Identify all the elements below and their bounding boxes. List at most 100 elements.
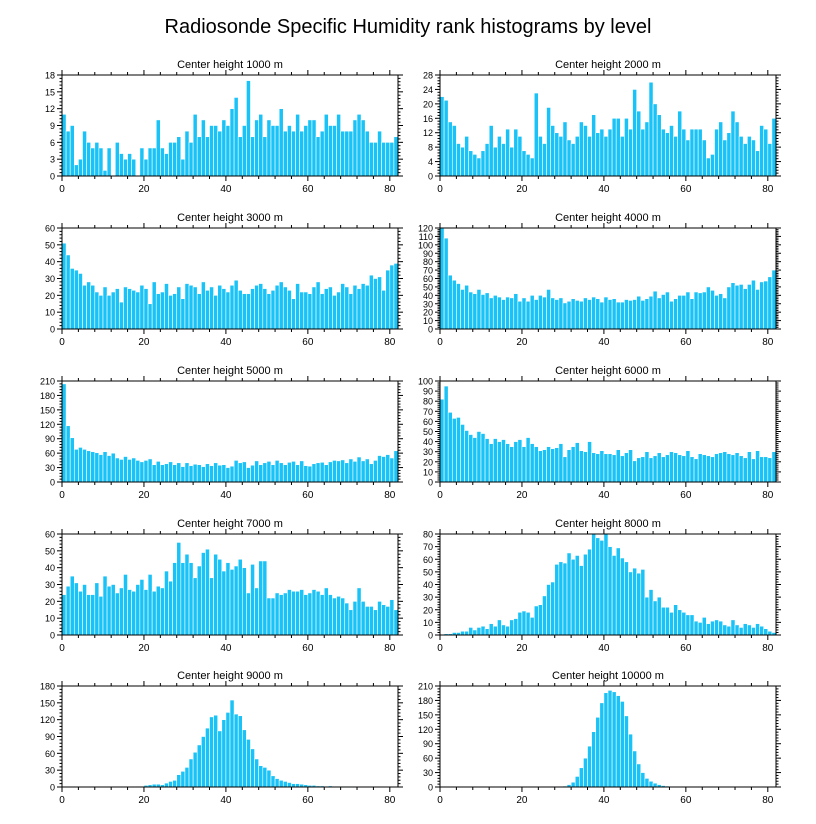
- bar: [464, 136, 469, 177]
- bar: [373, 278, 378, 330]
- bar: [513, 293, 519, 330]
- bar: [472, 154, 478, 177]
- bar: [295, 113, 300, 177]
- bar: [291, 783, 296, 788]
- bar: [693, 128, 699, 177]
- bar: [98, 454, 104, 483]
- bar: [184, 130, 190, 177]
- bar: [336, 291, 341, 330]
- bar: [648, 81, 654, 177]
- bar: [734, 121, 740, 177]
- bar: [291, 590, 296, 636]
- bar: [513, 618, 519, 636]
- bar: [237, 715, 243, 788]
- y-tick-label: 60: [45, 449, 55, 459]
- bar: [274, 778, 280, 788]
- panel-title: Center height 2000 m: [555, 59, 661, 71]
- bar: [660, 294, 666, 330]
- bar: [291, 461, 296, 483]
- bar: [648, 589, 654, 636]
- bar: [188, 142, 194, 177]
- bar: [767, 630, 773, 636]
- bar: [484, 143, 490, 177]
- y-tick-label: 30: [45, 580, 55, 590]
- bar: [562, 302, 568, 330]
- bar: [340, 597, 346, 636]
- bar: [184, 283, 190, 330]
- bar: [656, 452, 662, 483]
- bar: [94, 452, 100, 483]
- bar: [262, 462, 268, 483]
- bar: [131, 289, 137, 330]
- bar: [135, 584, 141, 636]
- bar: [319, 594, 325, 636]
- bar: [550, 581, 556, 636]
- bar: [119, 153, 124, 177]
- bar: [644, 778, 650, 788]
- bar: [460, 146, 465, 177]
- bar: [509, 446, 515, 483]
- bar: [389, 264, 395, 330]
- bar: [98, 147, 104, 177]
- x-tick-label: 40: [220, 795, 232, 806]
- x-tick-label: 40: [220, 643, 232, 654]
- bar: [734, 452, 740, 483]
- x-tick-label: 80: [384, 184, 396, 195]
- bar: [579, 565, 584, 636]
- bar: [767, 457, 773, 483]
- bar: [456, 143, 461, 177]
- bar: [472, 629, 478, 636]
- y-tick-label: 180: [40, 682, 55, 692]
- bar: [119, 301, 124, 330]
- bar: [192, 577, 198, 636]
- x-tick-label: 0: [437, 184, 443, 195]
- x-tick-label: 20: [516, 184, 528, 195]
- bar: [225, 712, 231, 788]
- bar: [78, 158, 83, 177]
- bar: [673, 452, 678, 483]
- bar: [505, 625, 510, 636]
- bar: [669, 300, 674, 330]
- bar: [554, 447, 560, 483]
- bar: [574, 442, 580, 483]
- bar: [119, 587, 124, 636]
- bar: [282, 592, 288, 636]
- y-tick-label: 210: [418, 682, 433, 692]
- bar: [307, 592, 313, 636]
- bar: [640, 772, 646, 788]
- bar: [632, 460, 637, 483]
- bar: [274, 284, 280, 330]
- bar: [381, 142, 387, 177]
- bar: [180, 158, 186, 177]
- bar: [476, 627, 482, 636]
- bar: [90, 594, 96, 636]
- bar: [587, 441, 592, 483]
- bar: [106, 295, 112, 330]
- bar: [730, 454, 736, 483]
- x-tick-label: 40: [598, 337, 610, 348]
- y-tick-label: 30: [45, 766, 55, 776]
- bar: [196, 744, 202, 788]
- bar: [574, 136, 580, 177]
- bar: [652, 782, 658, 788]
- bar: [615, 117, 621, 177]
- y-tick-label: 9: [50, 121, 55, 131]
- bar: [603, 136, 609, 177]
- bar: [217, 558, 223, 636]
- bar: [505, 443, 510, 483]
- bar: [303, 291, 309, 330]
- bar: [464, 630, 469, 636]
- bar: [710, 289, 715, 330]
- bar: [492, 438, 498, 483]
- bar: [513, 441, 519, 483]
- bar: [681, 611, 687, 636]
- bar: [246, 293, 251, 330]
- bar: [533, 446, 539, 483]
- chart-panel-5: Center height 5000 m 0 20 40 60 80 0 30 60 90 120 1…: [40, 365, 403, 501]
- bar: [603, 533, 609, 636]
- bar: [241, 567, 247, 636]
- bar: [278, 462, 284, 483]
- bar: [172, 464, 178, 483]
- bar: [488, 443, 494, 483]
- bar: [640, 456, 646, 483]
